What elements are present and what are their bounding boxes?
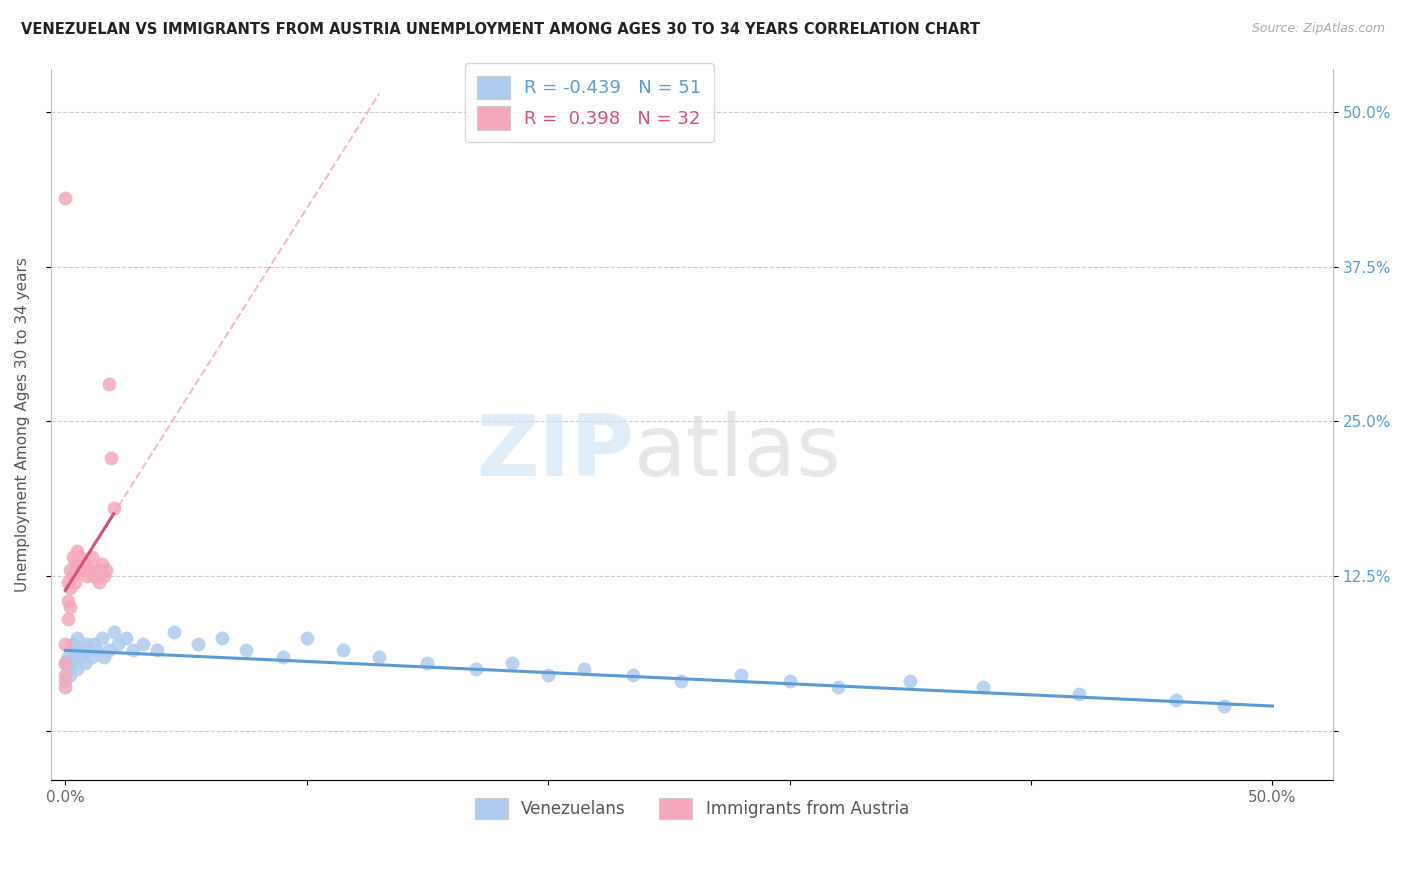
Point [114, 631, 136, 645]
Point [100, 451, 122, 466]
Text: Source: ZipAtlas.com: Source: ZipAtlas.com [1251, 22, 1385, 36]
Point [1213, 699, 1236, 714]
Point [73, 656, 96, 670]
Point [122, 643, 145, 657]
Point [76, 569, 98, 583]
Point [86, 563, 108, 577]
Point [63, 643, 86, 657]
Point [211, 631, 233, 645]
Point [669, 674, 692, 689]
Point [62, 569, 84, 583]
Point [63, 575, 86, 590]
Point [59, 599, 82, 614]
Point [537, 668, 560, 682]
Point [53, 668, 76, 682]
Point [76, 637, 98, 651]
Point [66, 631, 89, 645]
Point [97, 377, 120, 392]
Legend: Venezuelans, Immigrants from Austria: Venezuelans, Immigrants from Austria [468, 792, 915, 825]
Point [574, 662, 596, 676]
Point [131, 637, 153, 651]
Point [59, 656, 82, 670]
Point [107, 637, 129, 651]
Point [416, 656, 439, 670]
Point [56, 594, 79, 608]
Point [779, 674, 801, 689]
Point [56, 662, 79, 676]
Point [87, 575, 110, 590]
Point [62, 649, 84, 664]
Point [501, 656, 523, 670]
Point [146, 643, 169, 657]
Point [96, 563, 118, 577]
Point [56, 649, 79, 664]
Point [163, 624, 186, 639]
Point [972, 681, 994, 695]
Point [83, 637, 105, 651]
Point [332, 643, 354, 657]
Point [59, 668, 82, 682]
Point [73, 557, 96, 571]
Point [79, 643, 101, 657]
Point [59, 582, 82, 596]
Point [730, 668, 752, 682]
Point [235, 643, 257, 657]
Point [187, 637, 209, 651]
Point [70, 643, 93, 657]
Point [53, 192, 76, 206]
Point [69, 649, 91, 664]
Point [90, 631, 112, 645]
Point [90, 557, 112, 571]
Point [53, 637, 76, 651]
Point [79, 563, 101, 577]
Point [66, 563, 89, 577]
Point [62, 550, 84, 565]
Y-axis label: Unemployment Among Ages 30 to 34 years: Unemployment Among Ages 30 to 34 years [15, 257, 30, 592]
Point [86, 643, 108, 657]
Text: ZIP: ZIP [477, 411, 634, 494]
Point [66, 544, 89, 558]
Point [103, 624, 125, 639]
Point [69, 550, 91, 565]
Point [59, 563, 82, 577]
Point [103, 500, 125, 515]
Point [66, 662, 89, 676]
Point [53, 681, 76, 695]
Point [1069, 687, 1091, 701]
Point [53, 656, 76, 670]
Point [295, 631, 318, 645]
Point [63, 557, 86, 571]
Point [53, 656, 76, 670]
Point [97, 643, 120, 657]
Point [56, 575, 79, 590]
Point [271, 649, 294, 664]
Point [70, 563, 93, 577]
Point [1164, 693, 1187, 707]
Point [56, 612, 79, 626]
Point [93, 569, 115, 583]
Point [53, 674, 76, 689]
Point [621, 668, 644, 682]
Point [80, 649, 103, 664]
Text: VENEZUELAN VS IMMIGRANTS FROM AUSTRIA UNEMPLOYMENT AMONG AGES 30 TO 34 YEARS COR: VENEZUELAN VS IMMIGRANTS FROM AUSTRIA UN… [21, 22, 980, 37]
Point [62, 637, 84, 651]
Text: atlas: atlas [634, 411, 842, 494]
Point [83, 569, 105, 583]
Point [93, 649, 115, 664]
Point [368, 649, 391, 664]
Point [898, 674, 921, 689]
Point [80, 550, 103, 565]
Point [827, 681, 849, 695]
Point [464, 662, 486, 676]
